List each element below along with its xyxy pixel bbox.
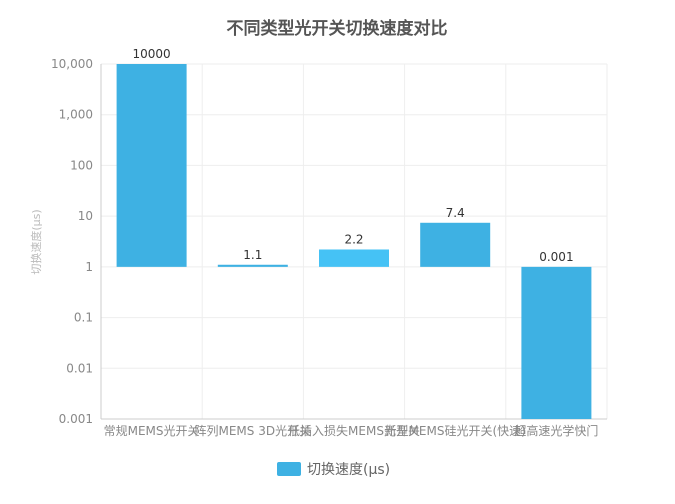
y-axis-label: 切换速度(μs) — [29, 209, 43, 274]
x-tick-label: 低插入损失MEMS光开关 — [288, 423, 420, 438]
bar[interactable] — [521, 266, 592, 419]
legend-swatch — [277, 462, 301, 476]
y-tick-label: 0.001 — [59, 412, 93, 426]
data-label: 7.4 — [446, 206, 465, 220]
y-tick-label: 1 — [85, 260, 93, 274]
x-tick-label: 新型MEMS硅光开关(快速) — [385, 423, 526, 438]
y-tick-label: 0.01 — [66, 361, 93, 375]
data-label: 10000 — [133, 47, 171, 61]
bar[interactable] — [217, 264, 288, 267]
data-label: 2.2 — [344, 232, 363, 246]
legend[interactable]: 切换速度(μs) — [277, 461, 390, 478]
bar[interactable] — [420, 222, 491, 267]
x-tick-label: 阵列MEMS 3D光开关 — [194, 424, 311, 438]
y-tick-label: 10,000 — [51, 57, 93, 71]
x-tick-label: 超高速光学快门 — [514, 423, 598, 438]
y-tick-label: 0.1 — [74, 311, 93, 325]
data-label: 0.001 — [539, 250, 573, 264]
x-tick-label: 常规MEMS光开关 — [104, 423, 200, 438]
y-tick-label: 100 — [70, 158, 93, 172]
bar[interactable] — [116, 64, 187, 267]
data-label: 1.1 — [243, 248, 262, 262]
y-tick-label: 1,000 — [59, 108, 93, 122]
bar[interactable] — [319, 249, 389, 267]
chart-title: 不同类型光开关切换速度对比 — [227, 18, 448, 39]
y-tick-label: 10 — [78, 209, 93, 223]
legend-label: 切换速度(μs) — [307, 461, 390, 478]
